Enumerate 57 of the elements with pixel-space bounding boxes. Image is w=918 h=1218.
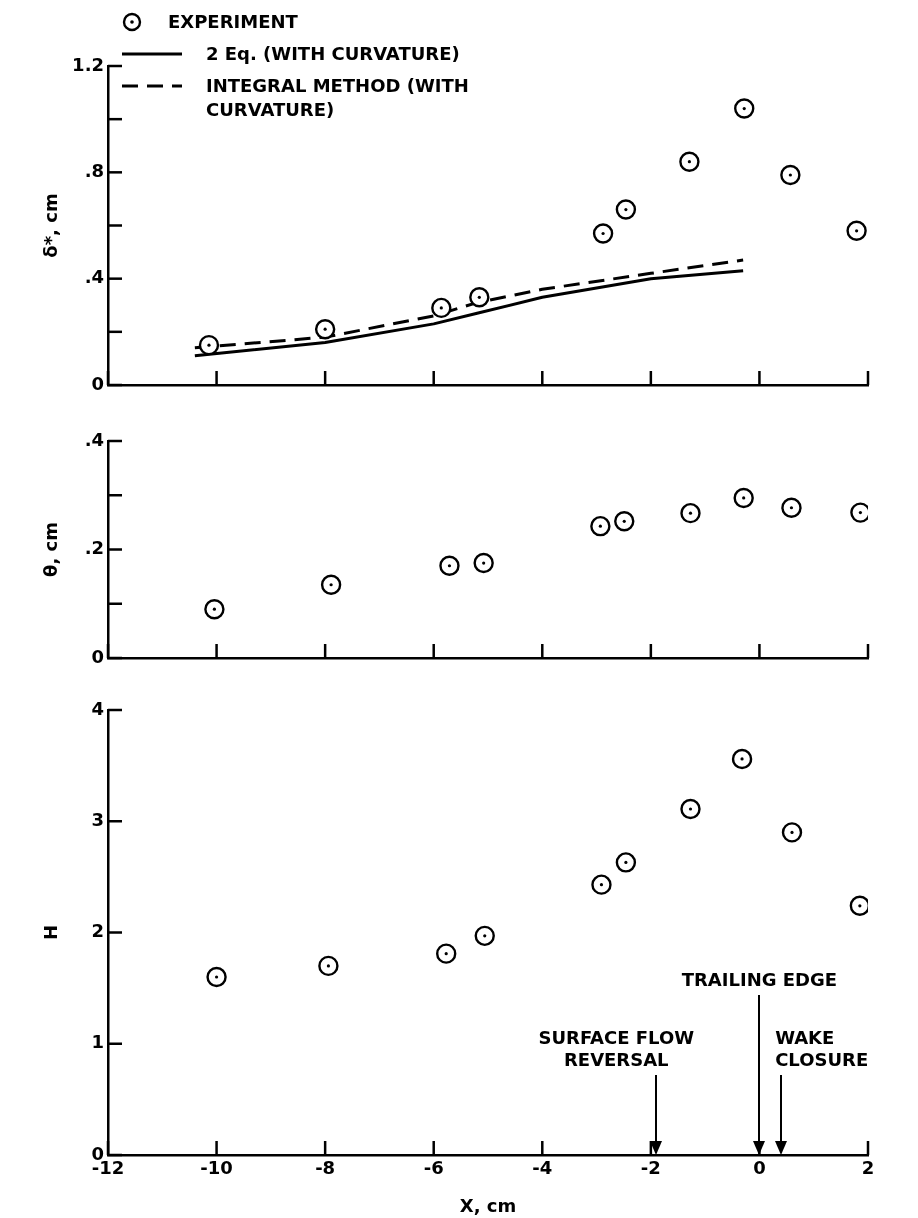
point xyxy=(780,164,801,186)
point xyxy=(849,895,868,916)
y-tick-label: 4 xyxy=(91,697,104,719)
point xyxy=(733,487,754,509)
legend-label: 2 Eq. (WITH CURVATURE) xyxy=(206,42,460,66)
point xyxy=(590,515,611,537)
point xyxy=(846,220,867,242)
x-tick-label: 2 xyxy=(861,1157,875,1179)
x-tick-label: -2 xyxy=(640,1157,661,1179)
point xyxy=(615,199,637,220)
x-axis-title: X, cm xyxy=(459,1194,517,1216)
point xyxy=(320,574,342,595)
point xyxy=(439,555,460,576)
point xyxy=(615,852,637,873)
x-tick-label: 0 xyxy=(753,1157,766,1179)
point xyxy=(680,502,701,524)
legend-label: EXPERIMENT xyxy=(168,10,298,34)
point xyxy=(431,297,452,319)
y-tick-label: .8 xyxy=(84,160,104,182)
legend-label: INTEGRAL METHOD (WITH CURVATURE) xyxy=(206,74,470,122)
point xyxy=(314,318,336,340)
point xyxy=(731,748,753,770)
x-tick-label: -10 xyxy=(200,1157,233,1179)
point xyxy=(198,334,220,356)
point xyxy=(436,943,457,964)
y-tick-label: 0 xyxy=(91,372,104,394)
point xyxy=(206,966,227,988)
ref-line-label: TRAILING EDGE xyxy=(680,969,839,991)
y-tick-label: .4 xyxy=(84,266,104,288)
y-tick-label: .4 xyxy=(84,428,104,450)
point xyxy=(591,874,612,895)
point xyxy=(474,925,495,947)
y-tick-label: 1 xyxy=(91,1031,104,1053)
y-tick-label: 3 xyxy=(91,808,104,830)
x-tick-label: -4 xyxy=(532,1157,553,1179)
point xyxy=(781,497,802,518)
y-axis-title: H xyxy=(40,924,62,941)
point xyxy=(680,798,701,820)
point xyxy=(734,98,755,119)
point xyxy=(614,511,635,532)
ref-line-label: WAKE CLOSURE xyxy=(775,1027,870,1071)
x-tick-label: -6 xyxy=(423,1157,444,1179)
y-tick-label: 0 xyxy=(91,645,104,667)
point xyxy=(318,955,339,977)
point xyxy=(592,223,614,244)
point xyxy=(781,822,803,843)
ref-line-label: SURFACE FLOW REVERSAL xyxy=(537,1027,696,1071)
y-axis-title: δ*, cm xyxy=(40,193,62,258)
y-tick-label: .2 xyxy=(84,537,104,559)
point xyxy=(473,552,494,574)
y-tick-label: 2 xyxy=(91,920,104,942)
y-tick-label: 1.2 xyxy=(72,53,104,75)
y-axis-title: θ, cm xyxy=(40,522,62,577)
point xyxy=(679,151,700,172)
point xyxy=(469,287,490,308)
x-tick-label: -8 xyxy=(315,1157,336,1179)
point xyxy=(204,598,225,620)
